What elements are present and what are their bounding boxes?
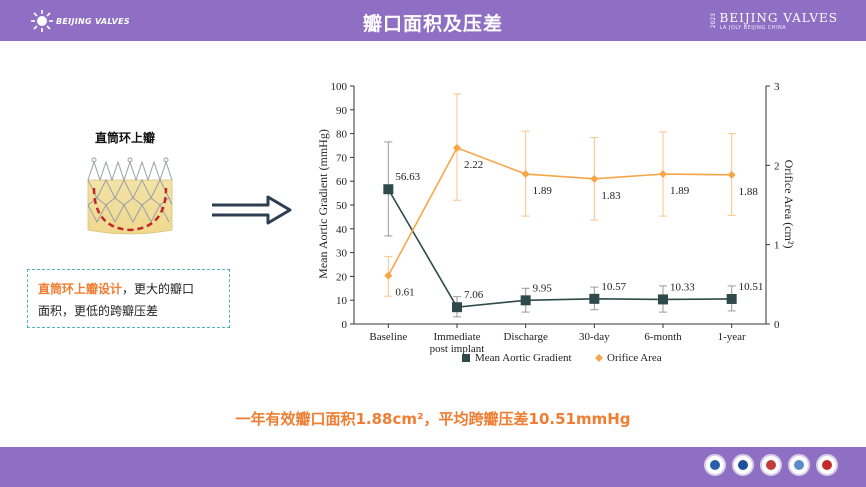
y-tick-label-left: 0 [342, 319, 348, 331]
data-label: 10.57 [601, 281, 626, 293]
y-tick-label-left: 90 [336, 105, 348, 117]
valve-title: 直筒环上瓣 [95, 131, 156, 145]
gradient-point [452, 302, 462, 313]
y-tick-label-left: 60 [336, 176, 348, 188]
y-axis-label-right: Orifice Area (cm²) [782, 160, 796, 249]
x-tick-label: 30-day [579, 331, 610, 343]
legend-area-label: Orifice Area [607, 352, 662, 364]
logo-left-text: BEIJING VALVES [56, 16, 130, 26]
logo-brand: BEIJING VALVES [719, 11, 838, 25]
legend-area-marker [595, 354, 603, 362]
partner-logo-5-icon [816, 454, 838, 476]
data-label: 0.61 [395, 287, 414, 299]
data-label: 7.06 [464, 289, 484, 301]
legend-gradient-marker [462, 354, 470, 362]
data-label: 1.89 [670, 185, 690, 197]
y-tick-label-left: 50 [336, 200, 348, 212]
y-tick-label-right: 0 [774, 319, 780, 331]
x-tick-label: Immediate [433, 331, 480, 343]
logo-subtitle: LA JOLY BEIJING CHINA [719, 25, 787, 31]
area-point [384, 271, 393, 280]
data-label: 10.33 [670, 281, 695, 293]
data-label: 10.51 [739, 281, 764, 293]
y-tick-label-left: 80 [336, 129, 348, 141]
gradient-point [383, 184, 394, 195]
y-axis-label-left: Mean Aortic Gradient (mmHg) [316, 129, 330, 279]
y-tick-label-left: 100 [331, 81, 348, 93]
y-tick-label-right: 2 [774, 160, 780, 172]
design-text-1: ，更大的瓣口 [122, 282, 195, 296]
area-series-line [387, 146, 732, 276]
partner-logo-1-icon [704, 454, 726, 476]
sunburst-logo-icon [31, 10, 53, 32]
area-point [659, 170, 667, 179]
data-label: 9.95 [533, 282, 553, 294]
logo-year: 2023 [709, 13, 717, 29]
x-tick-label: 6-month [644, 331, 682, 343]
y-tick-label-left: 70 [336, 152, 348, 164]
design-description-box: 直筒环上瓣设计，更大的瓣口 面积，更低的跨瓣压差 [27, 269, 230, 328]
design-highlight: 直筒环上瓣设计 [38, 282, 123, 296]
x-tick-label: post implant [430, 343, 485, 355]
conclusion-text: 一年有效瓣口面积1.88cm²，平均跨瓣压差10.51mmHg [235, 410, 631, 428]
partner-logo-3-icon [760, 454, 782, 476]
gradient-point [658, 294, 668, 305]
data-label: 1.89 [533, 185, 553, 197]
data-label: 2.22 [464, 159, 483, 171]
area-point [590, 174, 599, 183]
partner-logos [704, 454, 838, 476]
header-bar [0, 0, 866, 41]
partner-logo-2-icon [732, 454, 754, 476]
design-text-2: 面积，更低的跨瓣压差 [38, 304, 159, 318]
beijing-valves-logo-left: BEIJING VALVES [30, 9, 130, 33]
data-label: 1.88 [739, 186, 759, 198]
data-label: 1.83 [601, 190, 621, 202]
area-point [727, 170, 736, 179]
x-tick-label: 1-year [718, 331, 746, 343]
gradient-area-chart: Mean Aortic Gradient (mmHg) Orifice Area… [316, 81, 796, 364]
y-tick-label-left: 20 [336, 271, 348, 283]
page-title: 瓣口面积及压差 [362, 13, 503, 35]
valve-illustration [87, 157, 173, 235]
y-tick-label-left: 40 [336, 224, 348, 236]
area-point [453, 143, 461, 152]
gradient-point [589, 293, 600, 304]
partner-logo-4-icon [788, 454, 810, 476]
gradient-point [520, 295, 531, 306]
beijing-valves-logo-right: 2023 BEIJING VALVES LA JOLY BEIJING CHIN… [709, 8, 838, 34]
y-tick-label-right: 1 [774, 240, 780, 252]
data-label: 56.63 [395, 171, 420, 183]
area-point [521, 170, 530, 179]
y-tick-label-left: 10 [336, 295, 348, 307]
right-arrow-icon [212, 195, 292, 225]
x-tick-label: Discharge [503, 331, 548, 343]
gradient-series-line [387, 188, 732, 309]
x-tick-label: Baseline [369, 331, 407, 343]
y-tick-label-right: 3 [774, 81, 780, 93]
gradient-point [726, 293, 737, 304]
y-tick-label-left: 30 [336, 248, 348, 260]
legend-gradient-label: Mean Aortic Gradient [475, 352, 572, 364]
